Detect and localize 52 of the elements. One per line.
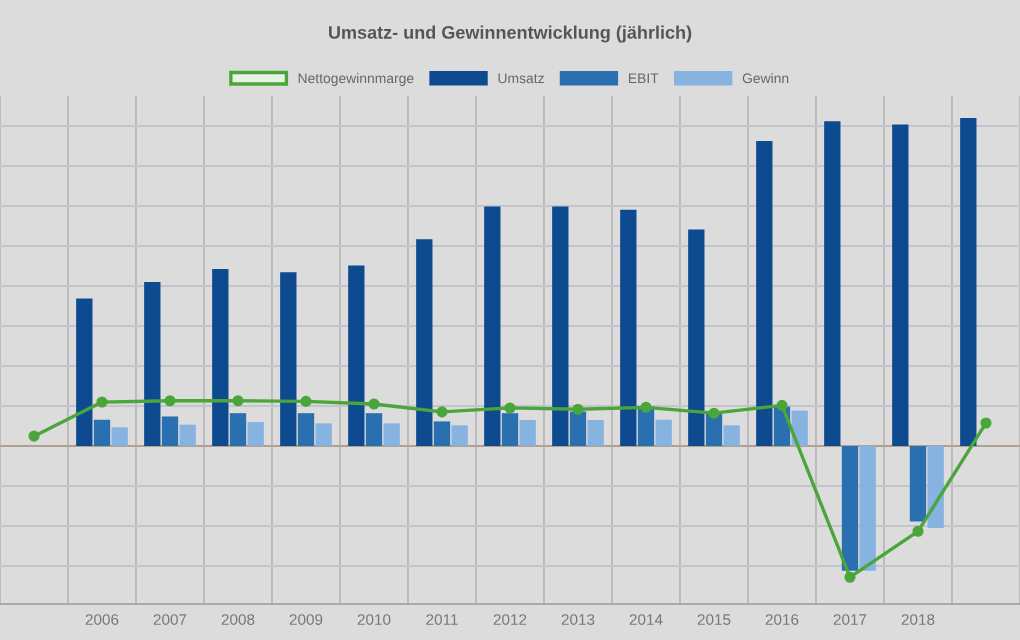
bar <box>93 419 111 446</box>
bar <box>569 411 587 446</box>
bar <box>161 416 179 446</box>
bar <box>927 446 944 528</box>
point <box>980 417 992 429</box>
bar <box>451 425 468 446</box>
bar <box>859 446 876 571</box>
bar <box>587 420 604 446</box>
bar <box>76 298 93 446</box>
point <box>640 401 652 413</box>
bar <box>229 413 247 446</box>
bar <box>315 423 332 446</box>
bar <box>416 239 433 446</box>
point <box>368 398 380 410</box>
bar <box>111 427 128 446</box>
bar <box>212 268 229 446</box>
bar <box>501 413 519 446</box>
bar <box>519 420 536 446</box>
bar <box>383 423 400 446</box>
point <box>164 395 176 407</box>
point <box>844 571 856 583</box>
point <box>232 395 244 407</box>
bar <box>247 422 264 446</box>
bar <box>297 413 315 446</box>
bar <box>348 265 365 446</box>
bar <box>484 206 501 446</box>
point <box>708 407 720 419</box>
point <box>96 396 108 408</box>
point <box>436 406 448 418</box>
bar <box>892 124 909 446</box>
bar <box>688 229 705 446</box>
point <box>572 403 584 415</box>
bar <box>179 424 196 446</box>
chart-title: Umsatz- und Gewinnentwicklung (jährlich) <box>329 25 692 43</box>
bar <box>655 419 672 446</box>
bar <box>552 206 569 446</box>
bar <box>723 425 740 446</box>
bar <box>824 121 841 446</box>
point <box>504 402 516 414</box>
bar <box>144 282 161 446</box>
bar <box>365 413 383 446</box>
bar <box>841 446 859 571</box>
bar <box>909 446 927 522</box>
bar <box>433 421 451 446</box>
bar <box>280 272 297 446</box>
point <box>300 395 312 407</box>
bar <box>756 140 773 446</box>
bar <box>960 118 977 446</box>
bar <box>620 209 637 446</box>
point <box>912 525 924 537</box>
point <box>28 430 40 442</box>
point <box>776 399 788 411</box>
